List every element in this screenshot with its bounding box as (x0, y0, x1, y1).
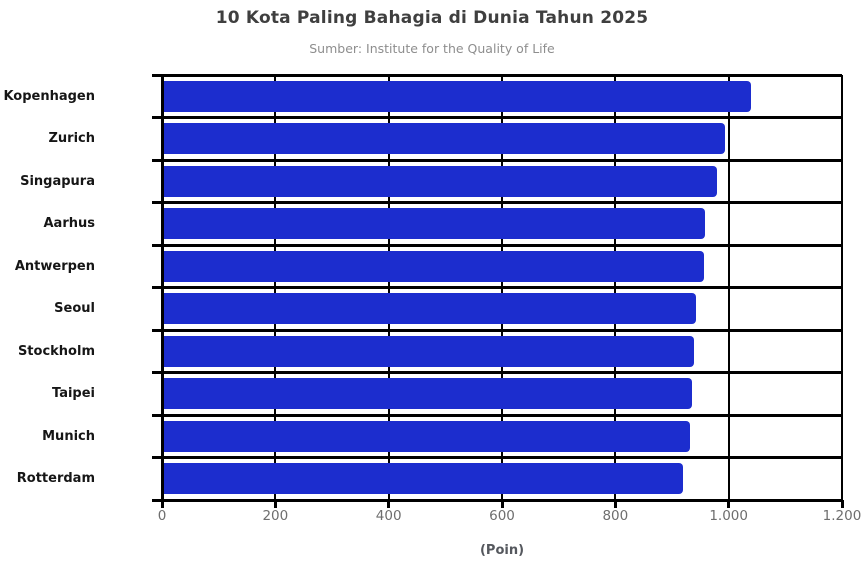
x-tick-label-600: 600 (489, 508, 515, 524)
x-tick-label-1200: 1.200 (822, 508, 862, 524)
category-label-kopenhagen: Kopenhagen (3, 88, 95, 104)
bar-rotterdam (164, 463, 684, 495)
bar-seoul (164, 293, 696, 325)
x-tick-mark-400 (387, 500, 391, 508)
row-separator (152, 456, 842, 459)
row-separator (152, 243, 842, 247)
row-separator (152, 158, 842, 162)
category-label-rotterdam: Rotterdam (16, 471, 95, 487)
row-separator (152, 371, 842, 374)
row-separator (152, 286, 842, 289)
bar-kopenhagen (164, 80, 751, 112)
bar-zurich (164, 123, 725, 155)
row-separator (152, 413, 842, 417)
category-label-seoul: Seoul (54, 301, 95, 317)
x-axis-line (152, 498, 842, 502)
plot-area (152, 73, 844, 508)
x-tick-label-800: 800 (602, 508, 629, 524)
bar-singapura (164, 165, 717, 197)
bar-antwerpen (164, 250, 704, 282)
x-tick-mark-200 (273, 500, 277, 508)
x-tick-label-400: 400 (375, 508, 402, 524)
x-tick-label-1000: 1.000 (709, 508, 748, 524)
bar-stockholm (164, 335, 695, 367)
category-label-munich: Munich (42, 428, 95, 444)
y-axis-labels: Kopenhagen Zurich Singapura Aarhus Antwerpen… (0, 75, 95, 500)
category-label-stockholm: Stockholm (17, 343, 95, 359)
category-label-taipei: Taipei (52, 386, 95, 402)
x-tick-mark-600 (500, 500, 504, 508)
gridline-x-1200 (841, 75, 843, 500)
x-tick-label-200: 200 (262, 508, 289, 524)
category-label-zurich: Zurich (48, 131, 95, 147)
y-axis-line (161, 75, 164, 500)
x-tick-mark-800 (613, 500, 617, 508)
chart-title: 10 Kota Paling Bahagia di Dunia Tahun 20… (215, 8, 649, 28)
x-tick-mark-1000 (727, 500, 731, 508)
category-label-aarhus: Aarhus (43, 216, 96, 232)
x-tick-mark-1200 (840, 500, 844, 508)
x-tick-label-0: 0 (157, 508, 167, 524)
plot-top-border (152, 73, 842, 77)
chart-subtitle: Sumber: Institute for the Quality of Lif… (309, 41, 555, 56)
row-separator (152, 116, 842, 119)
x-tick-mark-0 (160, 500, 164, 508)
bar-aarhus (164, 208, 705, 240)
row-separator (152, 328, 842, 332)
bar-munich (164, 420, 690, 452)
x-axis-label: (Poin) (479, 543, 525, 558)
category-label-antwerpen: Antwerpen (14, 258, 95, 274)
row-separator (152, 201, 842, 204)
category-label-singapura: Singapura (20, 173, 95, 189)
bar-taipei (164, 378, 693, 410)
